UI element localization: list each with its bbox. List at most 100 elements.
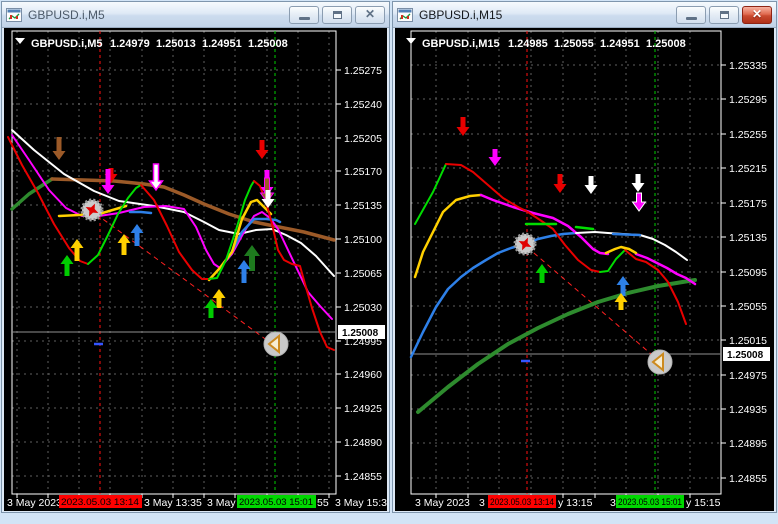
ma-blue-seg1 xyxy=(128,210,153,215)
time-tick-start: 3 May 2023 xyxy=(415,497,470,509)
sell-arrow-white-2 xyxy=(631,174,645,192)
red-time-marker-box xyxy=(59,495,142,508)
fast-red-1 xyxy=(445,163,601,273)
time-scale[interactable]: 3 May 2023 3 2023.05.03 13:14 y 13:15 3 … xyxy=(415,494,721,509)
price-tick: 1.24935 xyxy=(729,404,767,416)
time-tick-3: y 15:15 xyxy=(686,497,721,509)
header-high: 1.25013 xyxy=(156,38,196,50)
close-icon: ✕ xyxy=(364,7,376,21)
fast-green-1 xyxy=(87,184,142,265)
price-tick: 1.25135 xyxy=(344,200,382,212)
time-tick-0: 3 xyxy=(479,497,485,509)
price-tick: 1.25055 xyxy=(729,301,767,313)
ma-darkgreen-thick xyxy=(416,278,697,414)
price-tick: 1.24855 xyxy=(729,473,767,485)
exit-marker-icon[interactable] xyxy=(263,331,289,357)
fast-red-1 xyxy=(7,136,89,265)
time-tick-3: 55 xyxy=(317,497,329,509)
fast-red-2 xyxy=(624,249,687,325)
ma-blue-seg2 xyxy=(227,217,282,259)
sell-arrow-white xyxy=(584,176,598,194)
buy-arrow-green-3 xyxy=(204,299,218,318)
sell-arrow-magenta xyxy=(101,169,115,194)
buy-arrow-yellow xyxy=(70,239,84,261)
trend-line[interactable] xyxy=(526,246,659,361)
price-tick: 1.24855 xyxy=(344,471,382,483)
sell-arrow-magenta-2 xyxy=(631,192,647,212)
header-low: 1.24951 xyxy=(202,38,242,50)
sell-arrow-white-2 xyxy=(261,190,275,208)
time-tick-1: y 13:15 xyxy=(558,497,593,509)
symbol-dropdown-icon[interactable] xyxy=(15,38,25,44)
buy-arrow-green xyxy=(60,255,74,276)
red-time-marker-box xyxy=(488,495,556,508)
sell-arrow-brown xyxy=(52,137,66,160)
restore-button[interactable] xyxy=(709,5,739,24)
sell-arrow-red xyxy=(456,117,470,136)
buy-arrow-yellow-3 xyxy=(212,289,226,308)
current-price-box xyxy=(338,325,385,339)
fast-green-2 xyxy=(599,249,626,273)
price-tick: 1.24890 xyxy=(344,437,382,449)
ma-blue-flat xyxy=(611,232,642,237)
fast-red-3 xyxy=(253,180,335,351)
m15-chart-canvas[interactable]: GBPUSD.i,M15 1.24985 1.25055 1.24951 1.2… xyxy=(395,28,774,511)
green-time-marker-box xyxy=(237,495,316,508)
price-tick: 1.25065 xyxy=(344,268,382,280)
titlebar-m15[interactable]: GBPUSD.i,M15 ✕ xyxy=(393,2,776,28)
window-title: GBPUSD.i,M5 xyxy=(28,7,105,22)
sell-arrow-white xyxy=(148,163,164,192)
restore-button[interactable] xyxy=(322,5,352,24)
signal-arrows xyxy=(456,117,647,310)
symbol-dropdown-icon[interactable] xyxy=(406,38,416,44)
minimize-button[interactable] xyxy=(676,5,706,24)
entry-burst-icon[interactable] xyxy=(80,198,104,222)
price-tick: 1.25275 xyxy=(344,65,382,77)
close-icon: ✕ xyxy=(751,7,763,21)
price-scale[interactable]: 1.25275 1.25240 1.25205 1.25170 1.25135 … xyxy=(336,65,385,483)
chart-header: GBPUSD.i,M15 1.24985 1.25055 1.24951 1.2… xyxy=(406,38,686,50)
time-tick-2: 3 xyxy=(610,497,616,509)
ma-yellow-seg2 xyxy=(207,198,273,282)
price-tick: 1.25030 xyxy=(344,302,382,314)
price-tick: 1.25095 xyxy=(729,267,767,279)
price-tick: 1.24960 xyxy=(344,369,382,381)
entry-burst-icon[interactable] xyxy=(513,232,537,256)
header-close: 1.25008 xyxy=(646,38,686,50)
header-low: 1.24951 xyxy=(600,38,640,50)
time-scale[interactable]: 3 May 2023 2023.05.03 13:14 3 May 13:35 … xyxy=(7,494,393,509)
buy-arrow-darkgreen xyxy=(244,245,260,271)
current-price-box xyxy=(723,347,770,361)
current-price-label: 1.25008 xyxy=(727,350,764,361)
time-tick-start: 3 May 2023 xyxy=(7,497,62,509)
indicator-lines xyxy=(7,129,336,351)
price-tick: 1.25205 xyxy=(344,133,382,145)
fast-green-1 xyxy=(414,163,447,225)
m5-chart-canvas[interactable]: GBPUSD.i,M5 1.24979 1.25013 1.24951 1.25… xyxy=(4,28,393,511)
ma-magenta xyxy=(479,193,610,256)
price-tick: 1.25295 xyxy=(729,94,767,106)
chart-area-m15[interactable]: GBPUSD.i,M15 1.24985 1.25055 1.24951 1.2… xyxy=(395,28,774,511)
close-button[interactable]: ✕ xyxy=(742,5,772,24)
close-button[interactable]: ✕ xyxy=(355,5,385,24)
restore-icon xyxy=(719,10,729,19)
minimize-button[interactable] xyxy=(289,5,319,24)
restore-icon xyxy=(332,10,342,19)
chart-window-icon xyxy=(6,7,22,22)
ma-yellow-curve xyxy=(413,193,483,279)
plot-frame xyxy=(11,30,337,495)
price-tick: 1.25240 xyxy=(344,99,382,111)
chart-area-m5[interactable]: GBPUSD.i,M5 1.24979 1.25013 1.24951 1.25… xyxy=(4,28,393,511)
time-tick-1: 3 May 13:35 xyxy=(144,497,202,509)
exit-marker-icon[interactable] xyxy=(647,349,673,375)
header-high: 1.25055 xyxy=(554,38,594,50)
chart-header: GBPUSD.i,M5 1.24979 1.25013 1.24951 1.25… xyxy=(15,38,288,50)
ma-magenta-tail xyxy=(634,252,697,286)
buy-arrow-yellow xyxy=(614,293,628,310)
titlebar-m5[interactable]: GBPUSD.i,M5 ✕ xyxy=(2,2,389,28)
header-open: 1.24979 xyxy=(110,38,150,50)
time-tick-2: 3 May xyxy=(207,497,236,509)
red-time-marker-label: 2023.05.03 13:14 xyxy=(490,497,554,507)
price-scale[interactable]: 1.25335 1.25295 1.25255 1.25215 1.25175 … xyxy=(721,60,770,485)
trend-line[interactable] xyxy=(95,213,273,345)
